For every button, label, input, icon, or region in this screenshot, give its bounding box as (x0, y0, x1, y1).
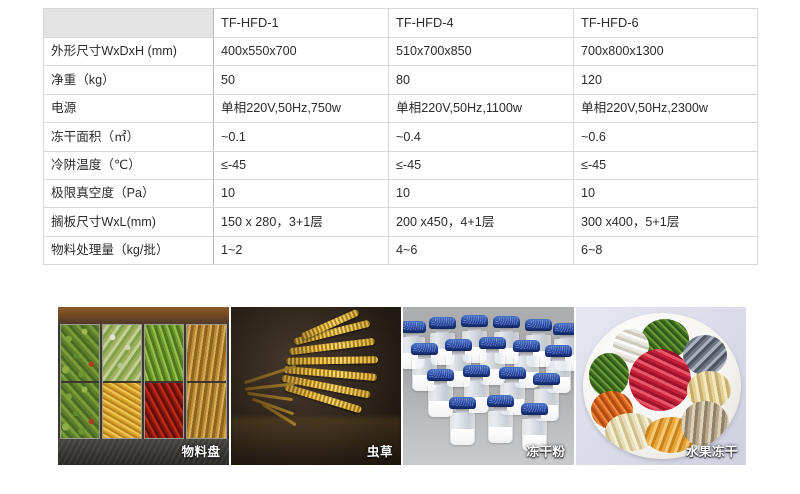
row-label: 搁板尺寸WxL(mm) (43, 207, 214, 237)
row-value: 300 x400，5+1层 (573, 207, 758, 237)
photo-freeze-dried-fruit: 水果冻干 (575, 307, 746, 465)
row-value: ≤-45 (388, 150, 574, 180)
row-label: 冷阱温度（℃） (43, 150, 214, 180)
row-value: 700x800x1300 (573, 36, 758, 67)
photo-caption: 冻干粉 (526, 445, 566, 459)
row-value: 120 (573, 65, 758, 95)
row-label: 冻干面积（㎡） (43, 122, 214, 152)
row-value: 80 (388, 65, 574, 95)
table-row: 净重（kg） 50 80 120 (43, 65, 758, 95)
photo-cordyceps: 虫草 (230, 307, 401, 465)
row-value: 10 (573, 178, 758, 209)
table-row: 冻干面积（㎡） ~0.1 ~0.4 ~0.6 (43, 122, 758, 152)
table-row: 物料处理量（kg/批） 1~2 4~6 6~8 (43, 235, 758, 266)
row-value: 单相220V,50Hz,750w (213, 93, 389, 124)
photo-caption: 水果冻干 (685, 445, 738, 459)
row-value: 6~8 (573, 235, 758, 266)
row-value: ≤-45 (213, 150, 389, 180)
table-row: 冷阱温度（℃） ≤-45 ≤-45 ≤-45 (43, 150, 758, 180)
column-header-model-3: TF-HFD-6 (573, 8, 758, 38)
row-value: ≤-45 (573, 150, 758, 180)
photo-freeze-dried-powder: 冻干粉 (403, 307, 574, 465)
table-corner-cell (43, 8, 214, 38)
table-row: 外形尺寸WxDxH (mm) 400x550x700 510x700x850 7… (43, 36, 758, 67)
photo-gallery: 物料盘 虫草 (58, 307, 746, 465)
row-label: 物料处理量（kg/批） (43, 235, 214, 266)
row-label: 外形尺寸WxDxH (mm) (43, 36, 214, 67)
table-row: 极限真空度（Pa） 10 10 10 (43, 178, 758, 209)
row-value: ~0.6 (573, 122, 758, 152)
specification-table-container: TF-HFD-1 TF-HFD-4 TF-HFD-6 外形尺寸WxDxH (mm… (43, 8, 758, 266)
column-header-model-1: TF-HFD-1 (213, 8, 389, 38)
row-value: 10 (388, 178, 574, 209)
row-value: 200 x450，4+1层 (388, 207, 574, 237)
specification-table: TF-HFD-1 TF-HFD-4 TF-HFD-6 外形尺寸WxDxH (mm… (43, 8, 758, 266)
row-value: 4~6 (388, 235, 574, 266)
row-value: 150 x 280，3+1层 (213, 207, 389, 237)
row-value: ~0.1 (213, 122, 389, 152)
table-row: 电源 单相220V,50Hz,750w 单相220V,50Hz,1100w 单相… (43, 93, 758, 124)
row-value: 50 (213, 65, 389, 95)
row-value: 10 (213, 178, 389, 209)
photo-caption: 物料盘 (181, 445, 221, 459)
row-value: 1~2 (213, 235, 389, 266)
row-value: 400x550x700 (213, 36, 389, 67)
column-header-model-2: TF-HFD-4 (388, 8, 574, 38)
row-label: 电源 (43, 93, 214, 124)
row-value: 单相220V,50Hz,2300w (573, 93, 758, 124)
row-label: 净重（kg） (43, 65, 214, 95)
row-label: 极限真空度（Pa） (43, 178, 214, 209)
row-value: 单相220V,50Hz,1100w (388, 93, 574, 124)
photo-material-tray: 物料盘 (58, 307, 229, 465)
row-value: 510x700x850 (388, 36, 574, 67)
table-row: 搁板尺寸WxL(mm) 150 x 280，3+1层 200 x450，4+1层… (43, 207, 758, 237)
row-value: ~0.4 (388, 122, 574, 152)
table-header-row: TF-HFD-1 TF-HFD-4 TF-HFD-6 (43, 8, 758, 38)
photo-caption: 虫草 (366, 445, 393, 459)
